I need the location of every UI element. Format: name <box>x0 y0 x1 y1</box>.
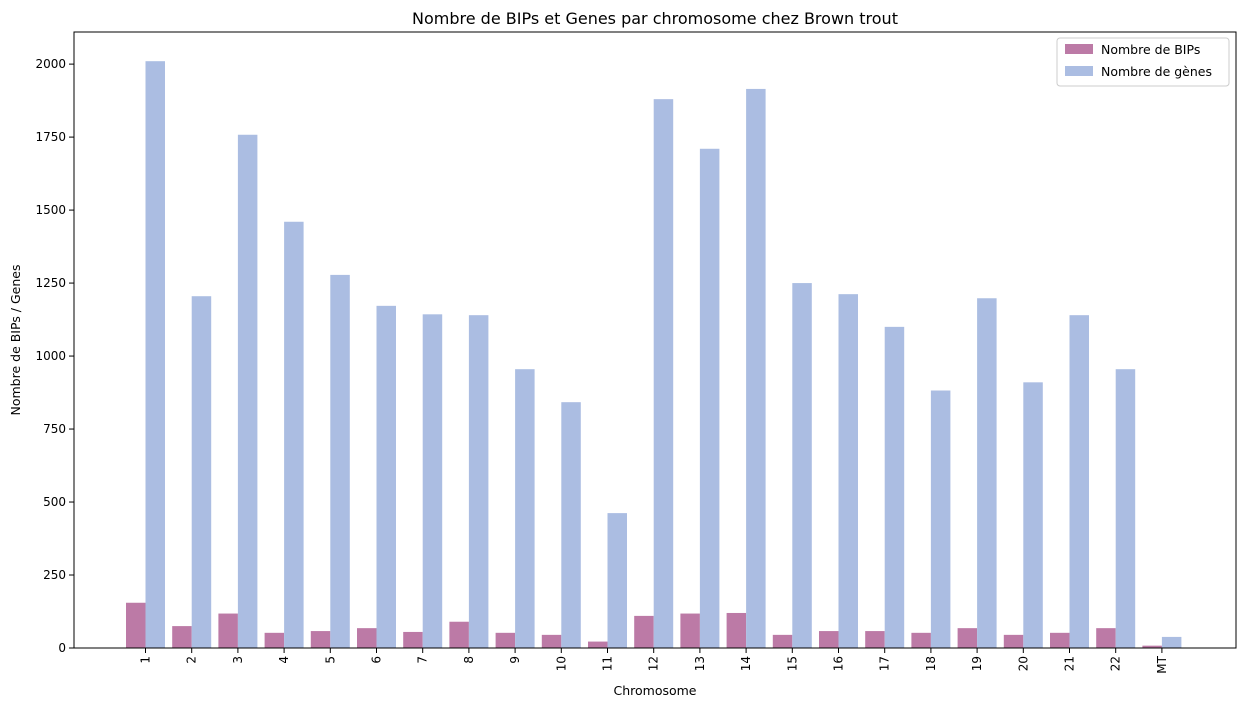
x-tick-label: 11 <box>601 656 615 671</box>
x-tick-label: 1 <box>139 656 153 664</box>
bar-bips-5 <box>310 631 331 648</box>
bar-genes-21 <box>1069 315 1089 648</box>
bar-genes-15 <box>792 283 812 648</box>
x-axis-label: Chromosome <box>613 683 696 698</box>
bar-bips-MT <box>1142 645 1162 648</box>
x-tick-label: 14 <box>739 656 753 671</box>
bar-genes-4 <box>284 221 304 648</box>
y-tick-label: 2000 <box>35 57 66 71</box>
bar-genes-6 <box>376 305 396 648</box>
plot-frame <box>73 31 1237 649</box>
legend-label-bips: Nombre de BIPs <box>1101 42 1200 57</box>
bar-genes-8 <box>468 315 489 648</box>
bar-bips-2 <box>172 626 192 648</box>
bar-bips-21 <box>1050 632 1070 648</box>
y-axis-ticks: 0 250 500 750 1000 1250 1500 1750 2000 <box>35 57 74 655</box>
bars-layer <box>126 61 1182 649</box>
bar-genes-20 <box>1023 382 1043 648</box>
y-tick-label: 500 <box>43 495 66 509</box>
x-axis-ticks: 1 2 3 4 5 6 7 8 9 10 11 12 13 14 15 16 17 18 19 20 21 22 MT <box>139 648 1169 674</box>
legend-box <box>1056 37 1230 87</box>
x-tick-label: 18 <box>924 656 938 671</box>
x-tick-label: 13 <box>693 656 707 671</box>
legend-swatch-genes <box>1065 66 1093 76</box>
bar-bips-12 <box>634 615 654 648</box>
bar-bips-9 <box>495 632 516 648</box>
bar-genes-10 <box>561 402 581 648</box>
axes-layer <box>73 31 1237 649</box>
x-tick-label: 17 <box>878 656 892 671</box>
x-tick-label: 16 <box>832 656 846 671</box>
x-tick-label: 19 <box>970 656 984 671</box>
x-tick-label: 22 <box>1109 656 1123 671</box>
x-tick-label: 12 <box>647 656 661 671</box>
x-tick-label: 3 <box>231 656 245 664</box>
x-tick-label: 21 <box>1063 656 1077 671</box>
chart-title: Nombre de BIPs et Genes par chromosome c… <box>412 9 898 28</box>
x-tick-label: 20 <box>1016 656 1030 671</box>
y-tick-label: 1500 <box>35 203 66 217</box>
y-tick-label: 1000 <box>35 349 66 363</box>
x-tick-label: 9 <box>508 656 522 664</box>
bar-bips-19 <box>957 628 978 648</box>
bar-genes-7 <box>422 314 443 648</box>
bar-genes-14 <box>746 88 766 649</box>
x-tick-label: 10 <box>554 656 568 671</box>
y-tick-label: 750 <box>43 422 66 436</box>
bar-bips-11 <box>588 641 608 648</box>
y-tick-label: 0 <box>58 641 66 655</box>
bar-genes-9 <box>515 369 535 648</box>
bar-genes-17 <box>884 326 905 648</box>
x-tick-label: 6 <box>370 656 384 664</box>
legend-label-genes: Nombre de gènes <box>1101 64 1212 79</box>
bar-genes-3 <box>237 134 258 648</box>
y-tick-label: 250 <box>43 568 66 582</box>
bar-bips-16 <box>819 631 839 648</box>
x-tick-label: 4 <box>277 656 291 664</box>
x-tick-label: 2 <box>185 656 199 664</box>
x-tick-label: MT <box>1155 655 1169 673</box>
bar-genes-5 <box>330 274 350 648</box>
y-tick-label: 1250 <box>35 276 66 290</box>
bar-genes-1 <box>145 61 165 648</box>
legend: Nombre de BIPs Nombre de gènes <box>1056 37 1230 87</box>
bar-bips-8 <box>449 621 469 648</box>
bar-bips-15 <box>772 634 793 648</box>
bar-bips-3 <box>218 613 238 648</box>
bar-bips-6 <box>357 628 377 648</box>
bar-bips-10 <box>541 634 562 648</box>
y-tick-label: 1750 <box>35 130 66 144</box>
bar-genes-19 <box>977 298 997 648</box>
bar-bips-22 <box>1096 628 1116 648</box>
legend-swatch-bips <box>1065 44 1093 54</box>
bar-genes-2 <box>191 296 212 648</box>
bar-genes-11 <box>607 513 627 648</box>
x-tick-label: 15 <box>785 656 799 671</box>
bar-bips-13 <box>680 613 700 648</box>
bar-bips-4 <box>264 632 285 648</box>
bar-bips-14 <box>726 612 747 648</box>
bar-bips-1 <box>126 602 146 648</box>
bar-bips-7 <box>403 631 423 648</box>
bar-genes-18 <box>930 390 951 648</box>
bar-bips-18 <box>911 632 931 648</box>
y-axis-label: Nombre de BIPs / Genes <box>8 265 23 416</box>
bar-bips-17 <box>865 631 885 648</box>
x-tick-label: 8 <box>462 656 476 664</box>
bar-genes-12 <box>653 99 674 648</box>
bar-genes-16 <box>838 294 858 648</box>
bar-genes-13 <box>699 148 720 648</box>
bar-genes-22 <box>1115 369 1136 648</box>
bar-genes-MT <box>1161 636 1182 648</box>
x-tick-label: 5 <box>323 656 337 664</box>
bar-bips-20 <box>1003 634 1024 648</box>
x-tick-label: 7 <box>416 656 430 664</box>
